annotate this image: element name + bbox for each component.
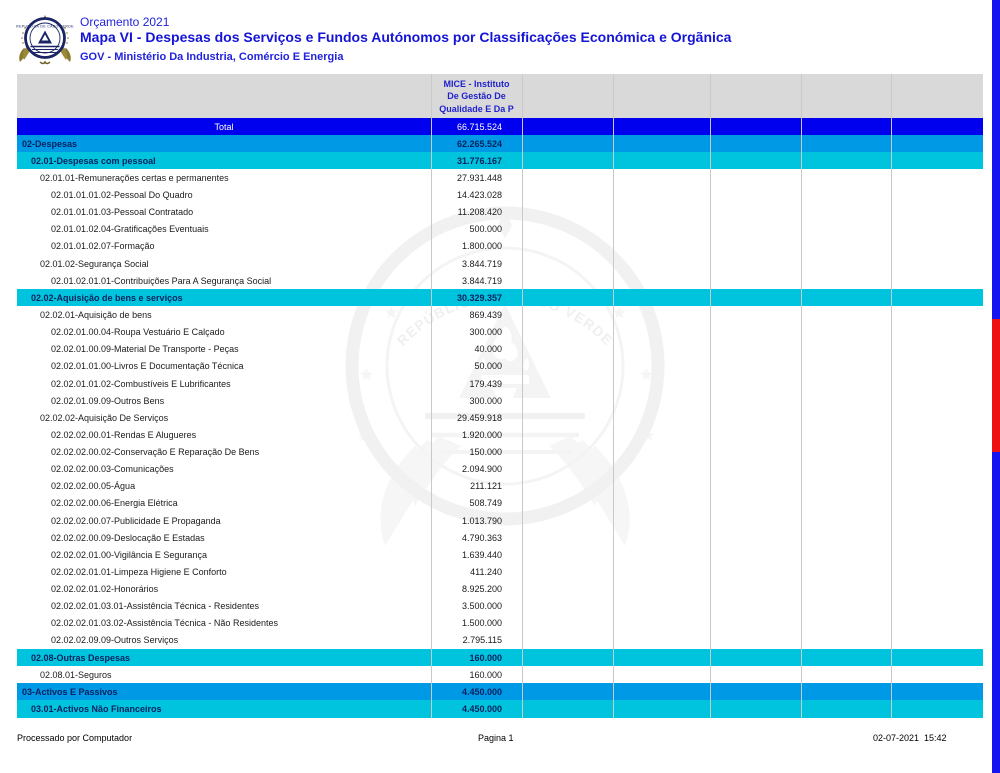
svg-text:REPUBLICA DE CABO VERDE: REPUBLICA DE CABO VERDE [16, 25, 74, 29]
